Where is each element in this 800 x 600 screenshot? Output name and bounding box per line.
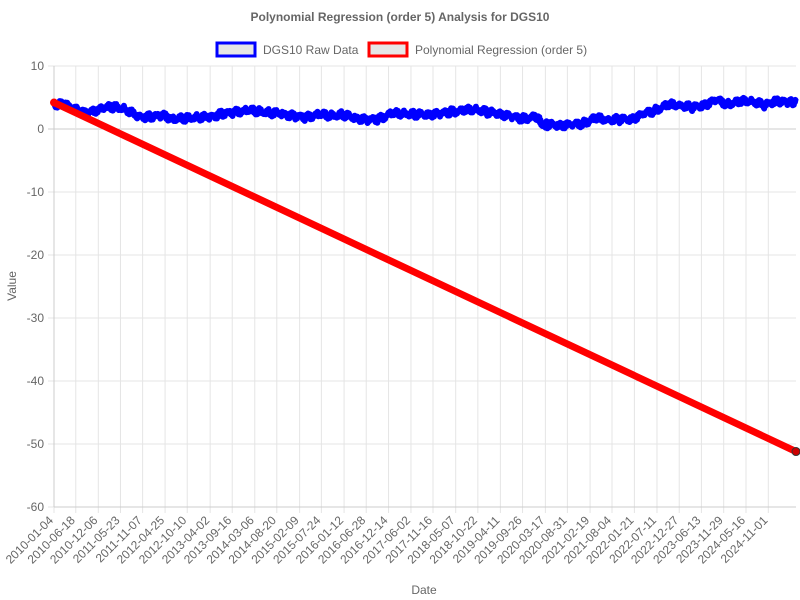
y-tick-label: 10 (31, 59, 45, 73)
regression-start-point (50, 98, 58, 107)
y-tick-label: -10 (27, 185, 45, 199)
legend-swatch-raw (215, 41, 257, 58)
x-axis: 2010-01-042010-06-182010-12-062011-05-23… (3, 513, 771, 567)
y-axis-title: Value (5, 271, 19, 301)
y-tick-label: -30 (27, 311, 45, 325)
legend-label-regression: Polynomial Regression (order 5) (415, 43, 587, 57)
legend-swatch-regression (367, 41, 409, 58)
y-axis: 10 0 -10 -20 -30 -40 -50 -60 (27, 59, 45, 514)
chart-title: Polynomial Regression (order 5) Analysis… (251, 10, 550, 24)
y-tick-label: -20 (27, 248, 45, 262)
series-line-raw (51, 94, 799, 132)
y-tick-label: -60 (27, 500, 45, 514)
y-tick-label: -50 (27, 437, 45, 451)
x-axis-title: Date (411, 583, 437, 597)
legend-label-raw: DGS10 Raw Data (263, 43, 359, 57)
y-tick-label: 0 (37, 122, 44, 136)
plot-area (50, 94, 800, 457)
series-line-regression (50, 99, 800, 456)
legend: DGS10 Raw Data Polynomial Regression (or… (215, 41, 587, 58)
grid (48, 65, 796, 513)
legend-item-regression[interactable]: Polynomial Regression (order 5) (367, 41, 587, 58)
regression-end-point (791, 447, 800, 457)
legend-item-raw[interactable]: DGS10 Raw Data (215, 41, 359, 58)
y-tick-label: -40 (27, 374, 45, 388)
